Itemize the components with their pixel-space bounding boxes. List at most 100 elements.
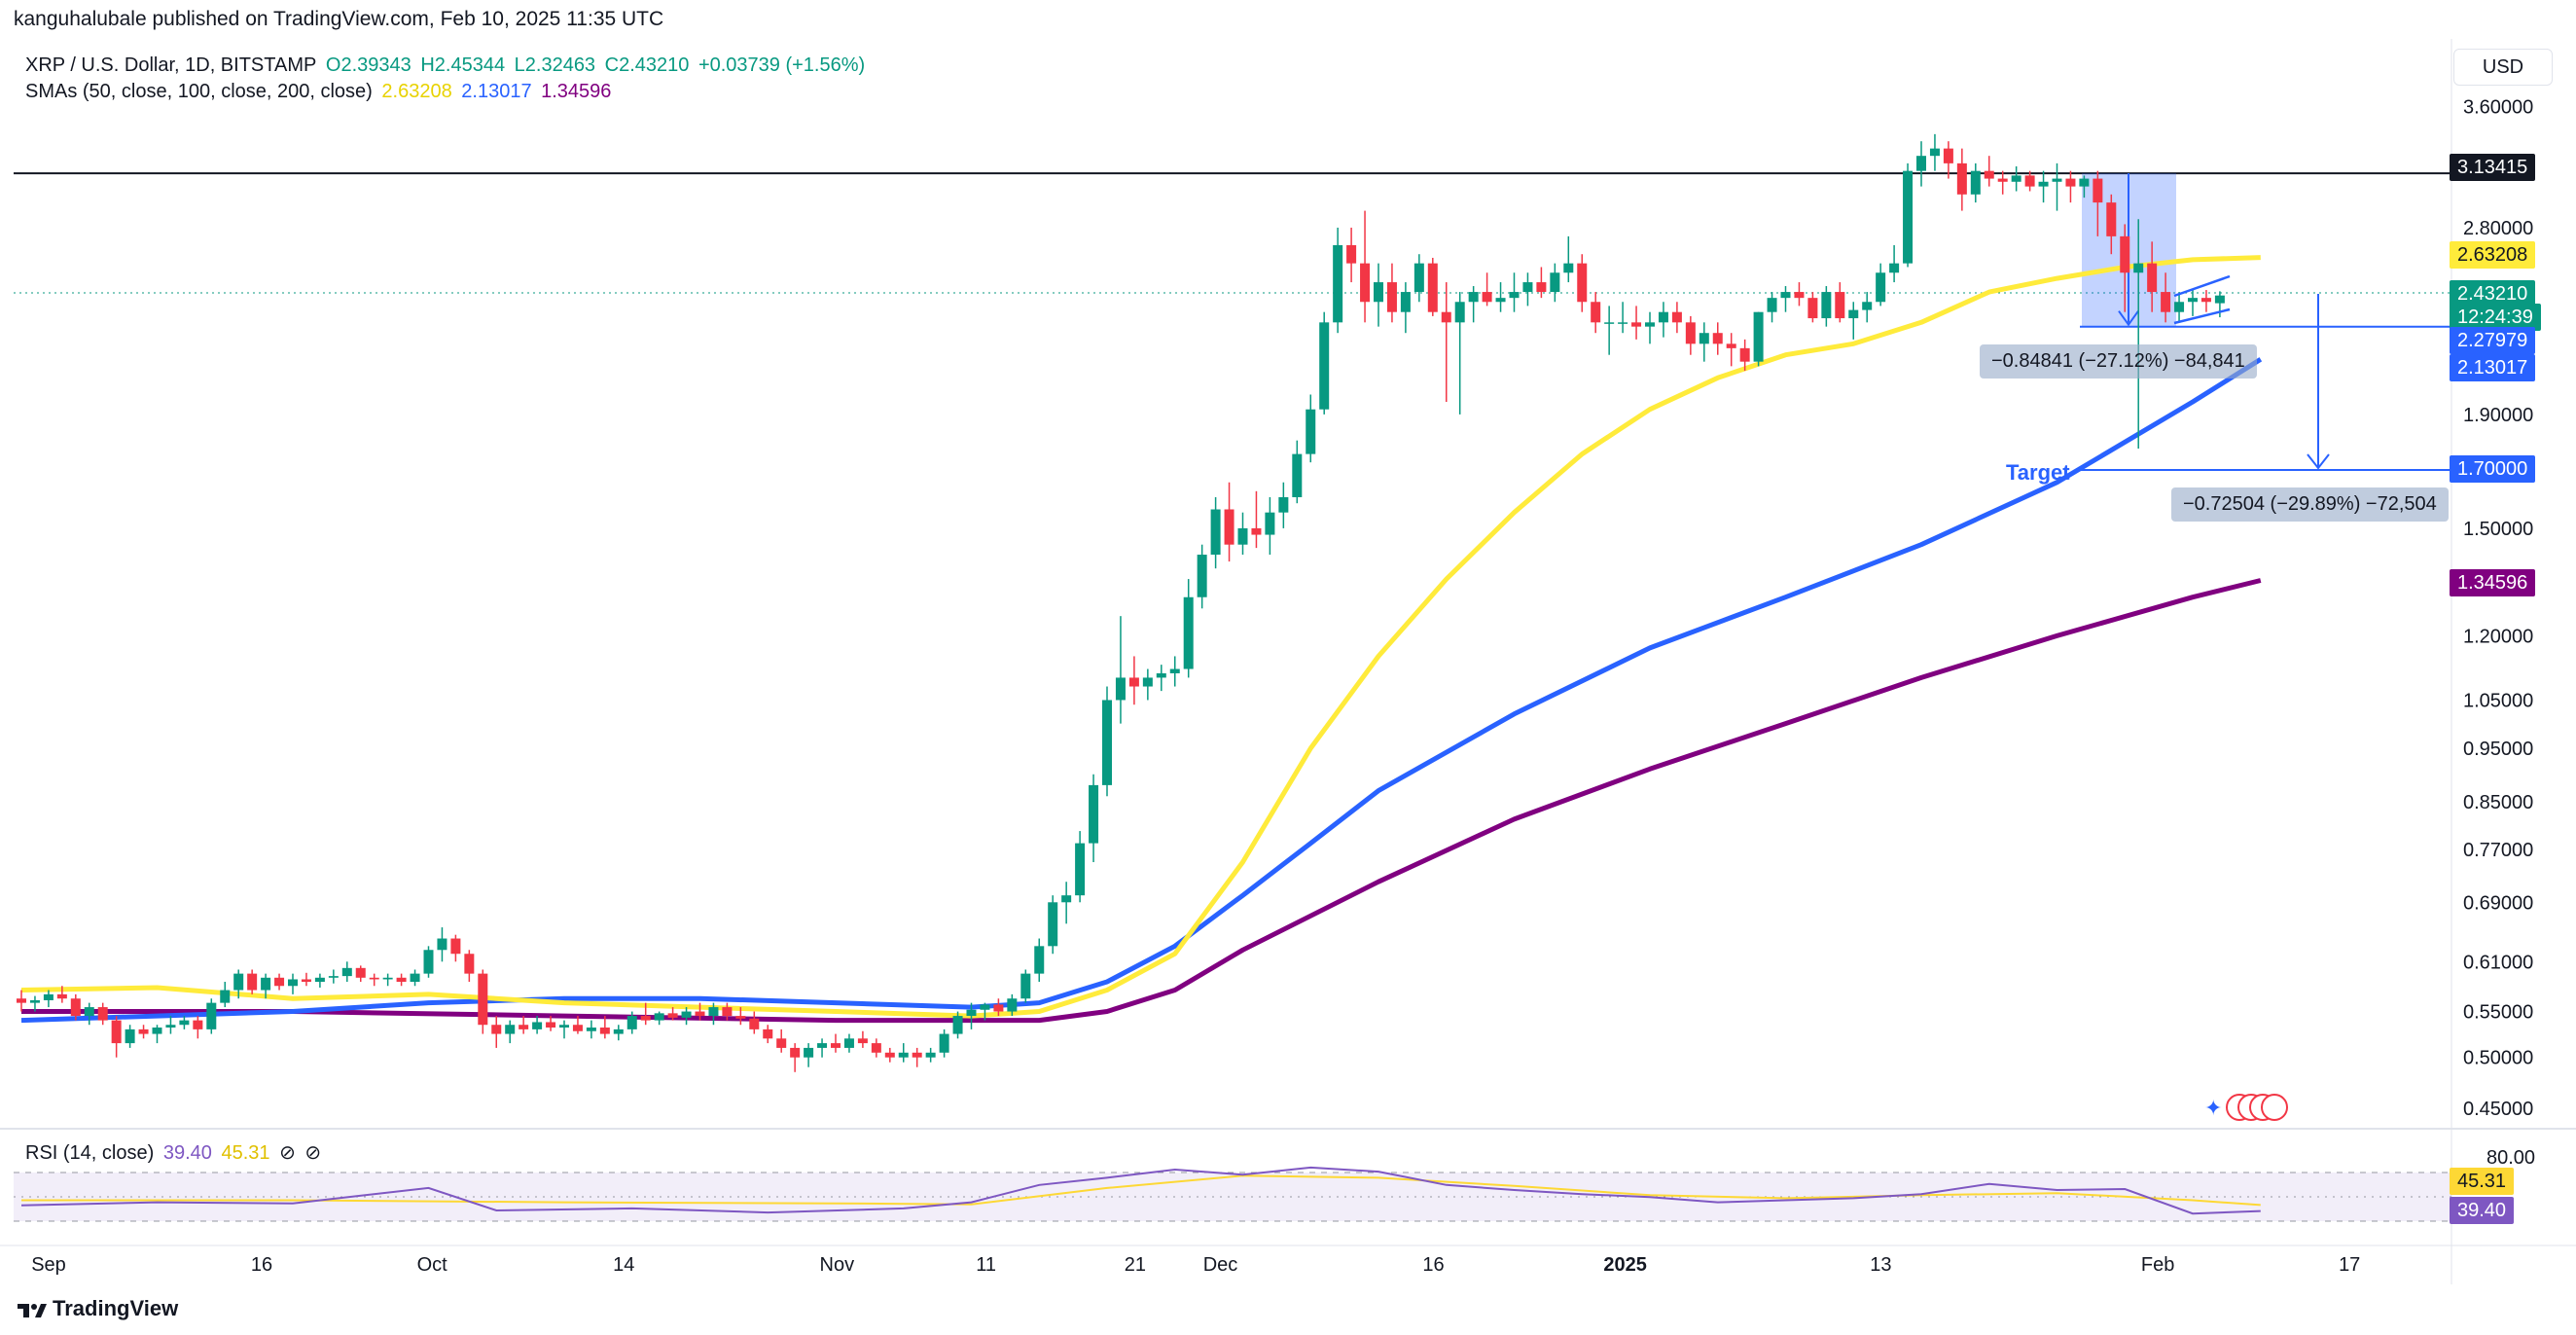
candle-body [1048,902,1058,947]
x-tick-label: Dec [1203,1254,1238,1276]
candle-body [1007,998,1018,1012]
candle-body [871,1043,881,1053]
measure-annotation-2[interactable]: −0.72504 (−29.89%) −72,504 [2171,487,2449,522]
candle-body [898,1052,909,1058]
candle-body [1767,298,1777,312]
candle-body [437,938,447,951]
rsi-value-tag: 39.40 [2450,1197,2515,1224]
y-tick-label: 0.85000 [2463,792,2533,813]
candle-body [165,1025,176,1028]
candle-body [1618,322,1628,324]
candle-body [1360,263,1371,303]
candle-body [43,993,54,1000]
candle-body [2133,263,2144,273]
rsi-ma-line [21,1174,2261,1207]
candle-body [2038,181,2049,187]
candle-body [1591,302,1601,323]
candle-body [1115,677,1126,701]
candle-body [56,993,67,999]
rsi-ma-tag: 45.31 [2450,1168,2515,1195]
rsi-value: 39.40 [162,1142,212,1164]
y-tick-label: 0.95000 [2463,739,2533,760]
candle-body [925,1052,936,1058]
symbol-legend: XRP / U.S. Dollar, 1D, BITSTAMP O2.39343… [25,54,869,77]
candle-body [1346,244,1357,264]
x-tick-label: 21 [1125,1254,1146,1276]
candle-body [1333,244,1343,323]
sma100-line [20,357,2263,1024]
y-tick-label: 1.90000 [2463,405,2533,426]
legend-open: O2.39343 [325,54,411,76]
candle-body [369,977,379,980]
candle-body [84,1007,94,1017]
candle-body [613,1028,624,1034]
candle-body [1454,302,1465,323]
candle-body [722,1007,733,1017]
candle-body [749,1018,760,1029]
candle-body [97,1007,108,1021]
candle-body [2214,295,2225,304]
symbol-title[interactable]: XRP / U.S. Dollar, 1D, BITSTAMP [25,54,317,76]
legend-low: L2.32463 [514,54,596,76]
candle-body [505,1025,516,1034]
candle-body [1183,596,1194,669]
candle-body [288,979,298,987]
candle-body [1278,496,1289,513]
candle-body [233,973,244,991]
candle-body [1400,292,1411,312]
y-tick-label: 0.50000 [2463,1048,2533,1069]
x-tick-label: Oct [417,1254,448,1276]
candle-body [912,1052,922,1058]
candle-body [1807,298,1818,319]
candle-body [708,1007,719,1017]
y-tick-label: 2.80000 [2463,218,2533,239]
candle-body [532,1022,543,1029]
measure-annotation-1[interactable]: −0.84841 (−27.12%) −84,841 [1980,344,2257,379]
rsi-line [20,1166,2261,1215]
candle-body [1577,263,1588,303]
sma200-line [21,578,2262,1024]
candle-body [1468,292,1479,303]
measure-arrow-head [2118,310,2139,327]
sma-label[interactable]: SMAs (50, close, 100, close, 200, close) [25,81,373,102]
x-tick-label: 16 [1422,1254,1444,1276]
rsi-label[interactable]: RSI (14, close) [25,1142,155,1164]
candle-body [1685,322,1696,344]
candle-body [1197,555,1207,597]
candle-body [2065,178,2076,187]
y-tick-label: 3.60000 [2463,97,2533,119]
rsi-legend: RSI (14, close) 39.40 45.31 ⊘ ⊘ [25,1140,325,1165]
candle-body [1427,263,1438,312]
candle-body [2052,178,2062,182]
candle-body [274,977,285,987]
eye-off-icon[interactable]: ⊘ [279,1142,296,1164]
y-tick-label: 0.55000 [2463,1002,2533,1024]
candle-body [857,1038,868,1044]
candle-body [193,1020,203,1029]
candle-body [1929,148,1940,157]
candle-body [261,977,271,991]
candle-body [464,954,475,974]
candle-body [1604,322,1615,324]
y-tick-label: 0.69000 [2463,892,2533,914]
candle-body [681,1011,692,1018]
currency-button[interactable]: USD [2453,49,2553,86]
candle-body [1658,311,1668,323]
candle-body [1034,946,1045,974]
rsi-ma-value: 45.31 [221,1142,270,1164]
candle-body [1550,272,1560,293]
candle-body [355,967,366,978]
candle-body [1169,668,1180,673]
candle-body [1970,170,1981,195]
candle-body [952,1016,963,1034]
sma200-value: 1.34596 [541,81,612,102]
candle-body [1509,292,1520,299]
star-icon: ✦ [2204,1096,2222,1120]
rsi-axis-label: 80.00 [2487,1147,2535,1169]
candle-body [1631,322,1642,327]
candle-body [1753,311,1764,362]
eye-off-icon[interactable]: ⊘ [304,1142,322,1164]
candle-body [111,1020,122,1044]
candle-body [301,979,311,983]
